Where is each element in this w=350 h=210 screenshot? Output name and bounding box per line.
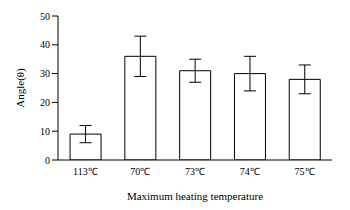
svg-text:50: 50 [40,11,50,22]
svg-text:70℃: 70℃ [130,166,150,177]
svg-text:30: 30 [40,68,50,79]
svg-text:40: 40 [40,39,50,50]
svg-text:73℃: 73℃ [185,166,205,177]
svg-text:Maximum heating temperature: Maximum heating temperature [127,190,263,202]
svg-text:0: 0 [45,155,50,166]
svg-text:10: 10 [40,126,50,137]
svg-text:20: 20 [40,97,50,108]
svg-text:74℃: 74℃ [240,166,260,177]
svg-text:113℃: 113℃ [73,166,98,177]
svg-text:Angle(θ): Angle(θ) [14,68,27,108]
svg-text:75℃: 75℃ [295,166,315,177]
